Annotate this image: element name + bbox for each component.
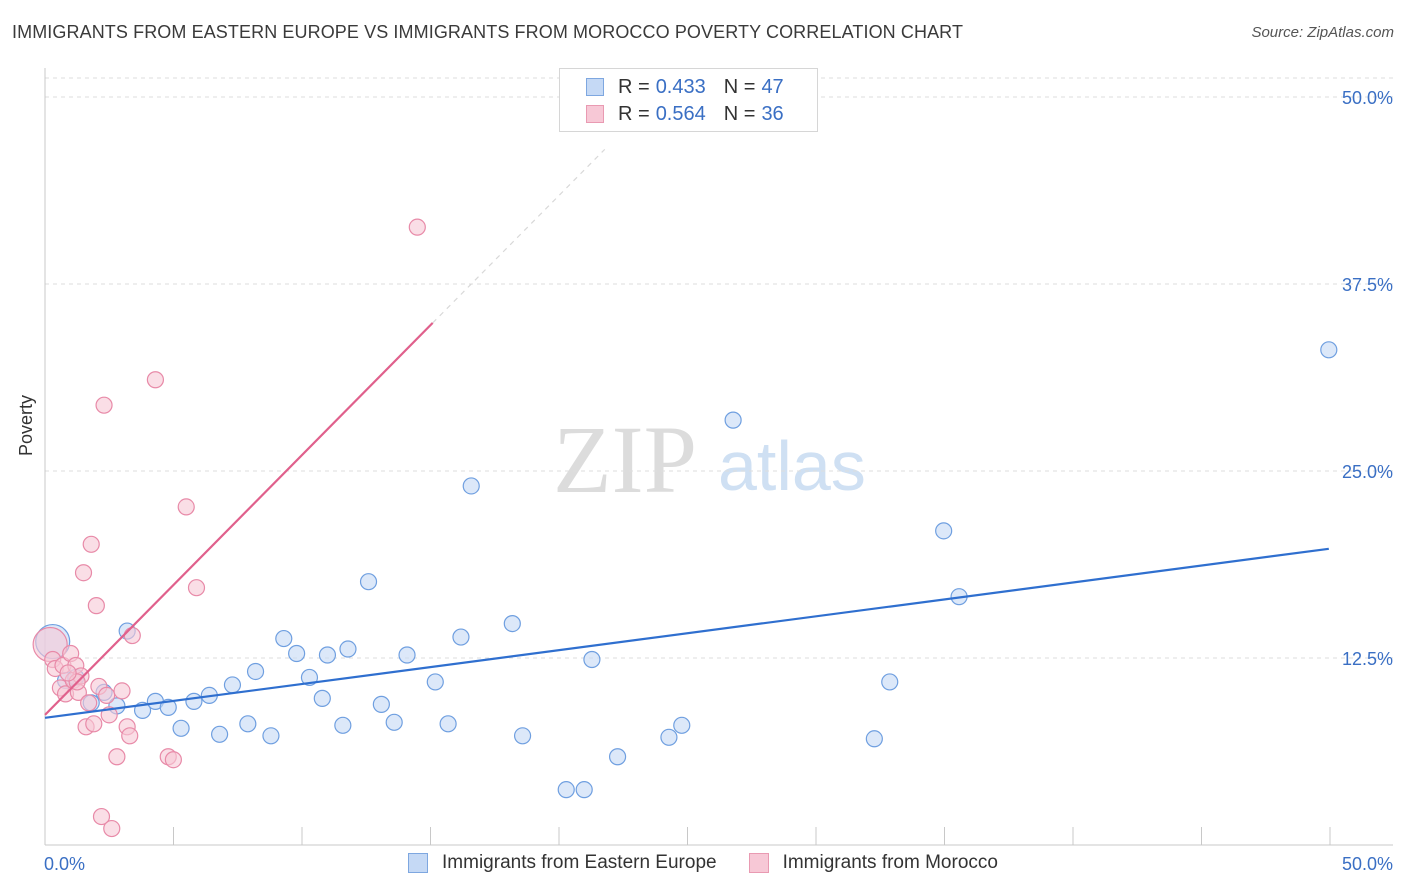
legend-row-eastern-europe: R = 0.433 N = 47: [586, 74, 802, 100]
legend-swatch-pink: [586, 105, 604, 123]
point-morocco: [187, 579, 206, 597]
series-name: Immigrants from Eastern Europe: [442, 852, 717, 873]
source-credit: Source: ZipAtlas.com: [1251, 24, 1394, 41]
point-morocco: [408, 218, 426, 236]
point-eastern-europe: [439, 715, 457, 733]
trendline-morocco: [44, 322, 434, 716]
point-eastern-europe: [575, 781, 593, 799]
point-morocco: [74, 564, 93, 582]
point-eastern-europe: [462, 477, 480, 495]
point-eastern-europe: [724, 411, 742, 429]
point-eastern-europe: [159, 698, 177, 716]
chart-title: IMMIGRANTS FROM EASTERN EUROPE VS IMMIGR…: [12, 22, 964, 42]
r-value: 0.433: [655, 75, 706, 98]
point-eastern-europe: [935, 522, 953, 540]
point-eastern-europe: [185, 692, 203, 710]
watermark-zip: ZIP: [553, 406, 697, 513]
point-eastern-europe: [865, 730, 883, 748]
r-label: R =: [618, 102, 650, 125]
series-legend-morocco: Immigrants from Morocco: [748, 852, 998, 874]
point-eastern-europe: [318, 646, 337, 664]
y-tick-label: 12.5%: [1342, 649, 1393, 669]
point-eastern-europe: [239, 715, 257, 733]
n-value: 47: [761, 75, 784, 98]
point-morocco: [98, 686, 116, 705]
n-label: N =: [723, 75, 756, 98]
x-tick-label: 0.0%: [44, 854, 85, 874]
point-morocco: [146, 371, 165, 389]
point-eastern-europe: [513, 727, 532, 745]
point-morocco: [85, 715, 103, 733]
point-morocco: [121, 727, 139, 745]
point-eastern-europe: [583, 650, 601, 669]
point-eastern-europe: [385, 713, 403, 731]
point-eastern-europe: [1320, 341, 1338, 359]
series-legend-eastern-europe: Immigrants from Eastern Europe: [408, 852, 717, 874]
point-morocco: [113, 682, 131, 700]
point-eastern-europe: [288, 644, 306, 663]
point-eastern-europe: [275, 629, 293, 648]
point-eastern-europe: [313, 689, 331, 707]
point-morocco: [92, 807, 111, 826]
trendline-morocco-extension: [432, 148, 606, 324]
point-eastern-europe: [660, 728, 678, 746]
point-morocco: [103, 819, 121, 838]
point-morocco: [164, 751, 182, 769]
trendline-eastern-europe: [44, 547, 1329, 719]
point-morocco: [82, 535, 100, 553]
n-value: 36: [761, 102, 784, 125]
point-eastern-europe: [246, 662, 265, 681]
point-eastern-europe: [673, 716, 691, 734]
legend-row-morocco: R = 0.564 N = 36: [586, 101, 802, 127]
legend-swatch-blue: [586, 78, 604, 96]
point-eastern-europe: [262, 727, 280, 745]
y-tick-label: 37.5%: [1342, 275, 1393, 295]
point-eastern-europe: [503, 614, 521, 633]
watermark-atlas: atlas: [718, 427, 866, 505]
point-morocco: [87, 597, 105, 615]
y-tick-label: 50.0%: [1342, 88, 1393, 108]
series-swatch-pink: [748, 853, 769, 873]
point-morocco: [177, 498, 195, 516]
series-name: Immigrants from Morocco: [782, 852, 998, 873]
point-eastern-europe: [398, 646, 416, 664]
point-eastern-europe: [372, 695, 390, 713]
series-legend: Immigrants from Eastern Europe Immigrant…: [0, 852, 1406, 874]
point-eastern-europe: [210, 725, 229, 743]
point-morocco: [80, 694, 98, 712]
point-eastern-europe: [172, 719, 190, 737]
point-eastern-europe: [334, 716, 352, 734]
point-eastern-europe: [223, 676, 242, 694]
point-morocco: [123, 626, 141, 645]
point-eastern-europe: [881, 673, 899, 691]
series-swatch-blue: [408, 853, 429, 873]
point-morocco: [59, 664, 77, 682]
point-morocco: [95, 396, 113, 414]
point-eastern-europe: [426, 673, 444, 691]
y-tick-label: 25.0%: [1342, 462, 1393, 482]
point-eastern-europe: [608, 748, 627, 766]
point-morocco: [108, 748, 126, 766]
point-eastern-europe: [359, 573, 378, 591]
n-label: N =: [723, 102, 756, 125]
point-eastern-europe: [452, 628, 470, 646]
r-value: 0.564: [655, 102, 706, 125]
r-label: R =: [618, 75, 650, 98]
point-eastern-europe: [557, 781, 575, 799]
x-tick-label: 50.0%: [1342, 854, 1393, 874]
correlation-legend: R = 0.433 N = 47 R = 0.564 N = 36: [559, 68, 818, 132]
point-eastern-europe: [339, 640, 357, 658]
